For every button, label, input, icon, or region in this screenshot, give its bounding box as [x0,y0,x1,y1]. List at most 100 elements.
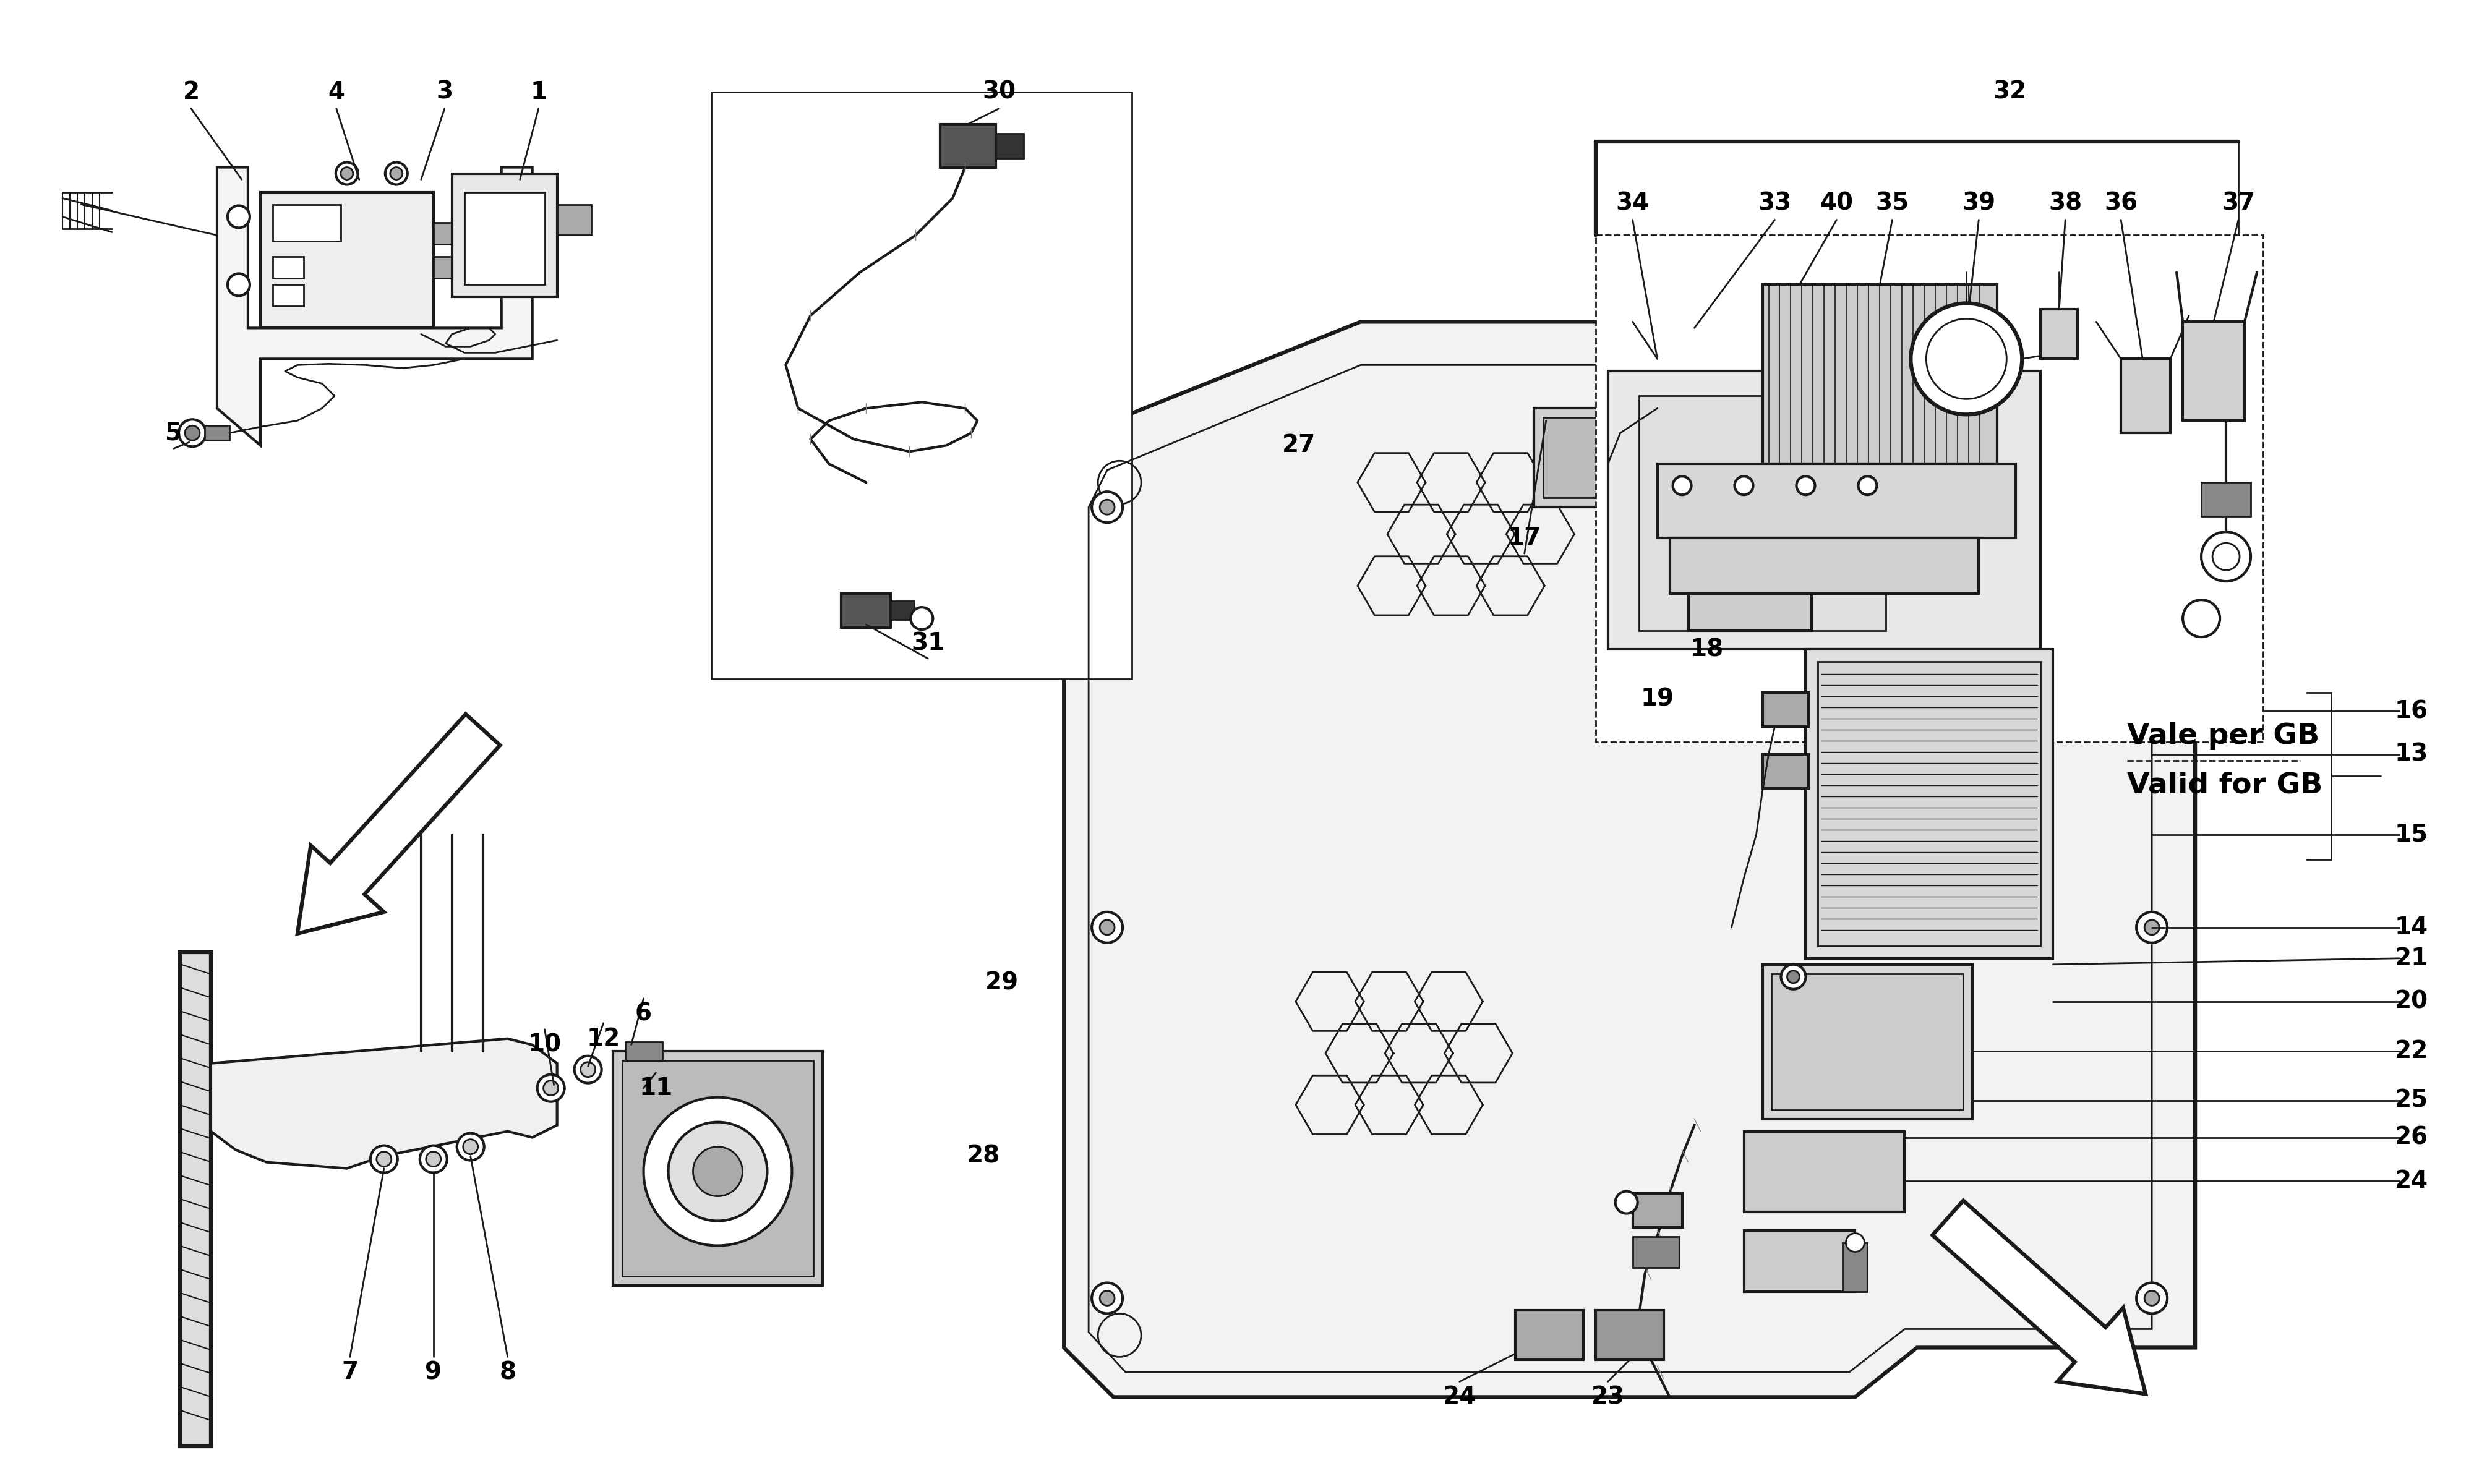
Text: 39: 39 [1962,191,1997,215]
Circle shape [2145,586,2160,601]
Circle shape [1858,476,1878,494]
Circle shape [426,1152,440,1166]
Circle shape [463,1140,477,1155]
Circle shape [2145,920,2160,935]
Bar [626,1042,663,1060]
Bar [433,257,470,279]
Bar [1771,974,1964,1110]
Text: 5: 5 [166,421,183,445]
Bar [1761,693,1808,727]
Text: 7: 7 [341,1361,359,1385]
Text: 23: 23 [1591,1385,1625,1408]
Bar [713,92,1133,680]
Bar [2182,322,2244,420]
Bar [2041,310,2078,359]
Bar [1608,424,1633,454]
Bar [1687,594,1811,631]
Circle shape [376,1152,391,1166]
Text: 3: 3 [435,80,453,104]
Text: 33: 33 [1759,191,1791,215]
Bar [940,125,997,168]
FancyArrow shape [1932,1201,2145,1393]
Polygon shape [218,168,532,445]
Text: 36: 36 [2105,191,2138,215]
Text: 29: 29 [985,971,1019,994]
Bar [1514,1310,1583,1359]
Circle shape [341,168,354,180]
Bar [2202,482,2251,516]
Circle shape [1672,476,1692,494]
Circle shape [178,420,205,447]
Circle shape [574,1057,601,1083]
Circle shape [421,1146,448,1172]
Text: 1: 1 [529,80,547,104]
Bar [1633,1193,1682,1227]
Bar [205,426,230,441]
Text: Vale per GB: Vale per GB [2128,721,2321,749]
Text: 24: 24 [2395,1169,2427,1193]
Circle shape [537,1074,564,1101]
Polygon shape [210,1039,557,1168]
Text: 38: 38 [2048,191,2083,215]
Text: 20: 20 [2395,990,2427,1014]
Circle shape [371,1146,398,1172]
Bar [1843,1242,1868,1293]
Text: 18: 18 [1690,638,1724,660]
FancyArrow shape [297,714,500,933]
Circle shape [544,1080,559,1095]
Circle shape [693,1147,742,1196]
Bar [272,285,304,306]
Text: 8: 8 [500,1361,517,1385]
Circle shape [1653,689,1672,709]
Circle shape [2202,531,2251,582]
Circle shape [391,168,403,180]
Circle shape [2138,579,2167,608]
Bar [1707,631,1761,674]
Bar [272,205,341,242]
Circle shape [1101,920,1116,935]
Circle shape [336,162,359,184]
Circle shape [581,1063,596,1077]
Bar [1596,236,2264,742]
Text: Valid for GB: Valid for GB [2128,772,2323,800]
Bar [1761,285,1997,464]
Circle shape [1781,965,1806,990]
Bar [260,191,433,328]
Text: 25: 25 [2395,1089,2427,1112]
Bar [433,223,470,245]
Circle shape [228,273,250,295]
Text: 9: 9 [426,1361,443,1385]
Bar [453,174,557,297]
Bar [1544,417,1598,499]
Text: 30: 30 [982,80,1017,104]
Bar [1761,754,1808,788]
Circle shape [1091,491,1123,522]
Bar [891,601,915,620]
Text: 31: 31 [910,631,945,654]
Text: 34: 34 [1616,191,1650,215]
Bar [1670,539,1979,594]
Bar [1633,1236,1680,1267]
Bar [997,134,1024,157]
Text: 12: 12 [586,1027,621,1051]
Text: 17: 17 [1507,527,1541,549]
Circle shape [1101,500,1116,515]
Circle shape [910,607,933,629]
Text: 27: 27 [1282,433,1316,457]
Polygon shape [1064,322,2194,1396]
Bar [841,594,891,628]
Bar [1596,1310,1663,1359]
Bar [1818,662,2041,945]
Circle shape [2138,1282,2167,1313]
Text: 21: 21 [2395,947,2429,971]
Text: 2: 2 [183,80,200,104]
Circle shape [2138,913,2167,942]
Circle shape [1796,476,1816,494]
Circle shape [1101,1291,1116,1306]
Bar [1806,650,2053,959]
Text: 19: 19 [1640,687,1675,711]
Text: 15: 15 [2395,824,2427,846]
Text: 11: 11 [638,1076,673,1100]
Bar [181,953,210,1447]
Bar [1712,637,1757,668]
